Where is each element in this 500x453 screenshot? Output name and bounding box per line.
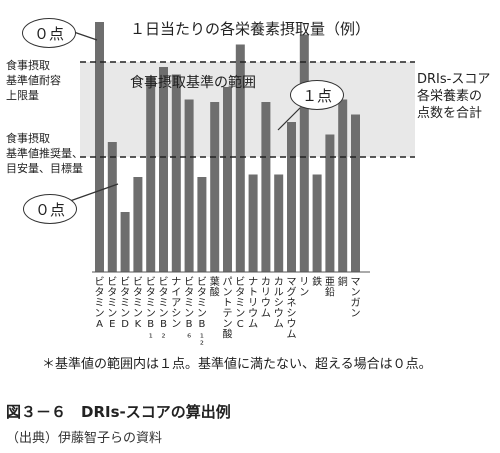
bubble-bottom-zero: ０点 xyxy=(23,194,77,224)
category-label-12: ビタミン C xyxy=(235,276,245,330)
category-label-16: マグネシウム xyxy=(287,277,297,341)
bar-13 xyxy=(248,174,258,272)
category-label-7: ナイアシン xyxy=(171,276,181,330)
figure-caption: 図３－６ DRIs-スコアの算出例 xyxy=(6,403,231,421)
bar-1 xyxy=(95,22,104,272)
category-label-20: 銅 xyxy=(338,275,348,288)
category-label-21: マンガン xyxy=(351,277,361,320)
bar-14 xyxy=(261,102,271,272)
bar-10 xyxy=(210,102,220,272)
footnote: ＊基準値の範囲内は１点。基準値に満たない、超える場合は０点。 xyxy=(42,357,432,372)
band-label: 食事摂取基準の範囲 xyxy=(130,75,256,91)
bar-12 xyxy=(235,44,245,272)
category-label-9: ビタミン B ₁ ₂ xyxy=(197,276,207,348)
bar-17 xyxy=(299,34,309,272)
bar-21 xyxy=(351,114,360,272)
category-label-3: ビタミン D xyxy=(120,276,130,330)
bar-4 xyxy=(133,177,143,272)
category-label-6: ビタミン B ₂ xyxy=(159,276,169,341)
category-label-13: ナトリウム xyxy=(248,276,258,330)
bar-11 xyxy=(223,87,232,272)
bar-7 xyxy=(171,74,181,272)
category-label-8: ビタミン B ₆ xyxy=(184,276,194,341)
bar-5 xyxy=(146,77,156,272)
category-label-10: 葉酸 xyxy=(210,275,220,299)
recommended-label: 食事摂取 基準値推奨量、 目安量、目標量 xyxy=(6,132,83,175)
category-label-1: ビタミン A xyxy=(95,276,105,330)
bar-8 xyxy=(184,99,194,272)
category-label-15: カルシウム xyxy=(274,276,284,330)
category-label-19: 亜鉛 xyxy=(325,277,335,299)
bar-19 xyxy=(325,134,335,272)
upper-limit-label: 食事摂取 基準値耐容 上限量 xyxy=(6,59,61,102)
bar-15 xyxy=(274,174,284,272)
figure-source: （出典）伊藤智子らの資料 xyxy=(6,431,163,446)
category-label-18: 鉄 xyxy=(312,275,322,288)
category-label-4: ビタミン K xyxy=(133,276,143,330)
bar-20 xyxy=(338,99,348,272)
category-label-2: ビタミン E xyxy=(107,276,117,330)
bar-3 xyxy=(120,212,130,272)
bar-18 xyxy=(312,174,322,272)
category-label-17: リン xyxy=(299,277,309,299)
bar-2 xyxy=(107,142,117,272)
bar-6 xyxy=(159,67,168,272)
category-label-5: ビタミン B ₁ xyxy=(146,276,156,341)
bubble-top-zero: ０点 xyxy=(22,18,76,48)
dris-score-label: DRIs-スコア 各栄養素の 点数を合計 xyxy=(417,72,491,121)
category-label-11: パントテン酸 xyxy=(223,276,233,341)
pointer-mid xyxy=(277,107,301,131)
bar-16 xyxy=(287,122,296,272)
chart-title: １日当たりの各栄養素摂取量（例） xyxy=(129,20,370,38)
category-label-14: カリウム xyxy=(261,276,271,320)
pointer-bottom xyxy=(69,183,119,202)
bar-9 xyxy=(197,177,207,272)
bubble-one-point: １点 xyxy=(290,80,344,110)
